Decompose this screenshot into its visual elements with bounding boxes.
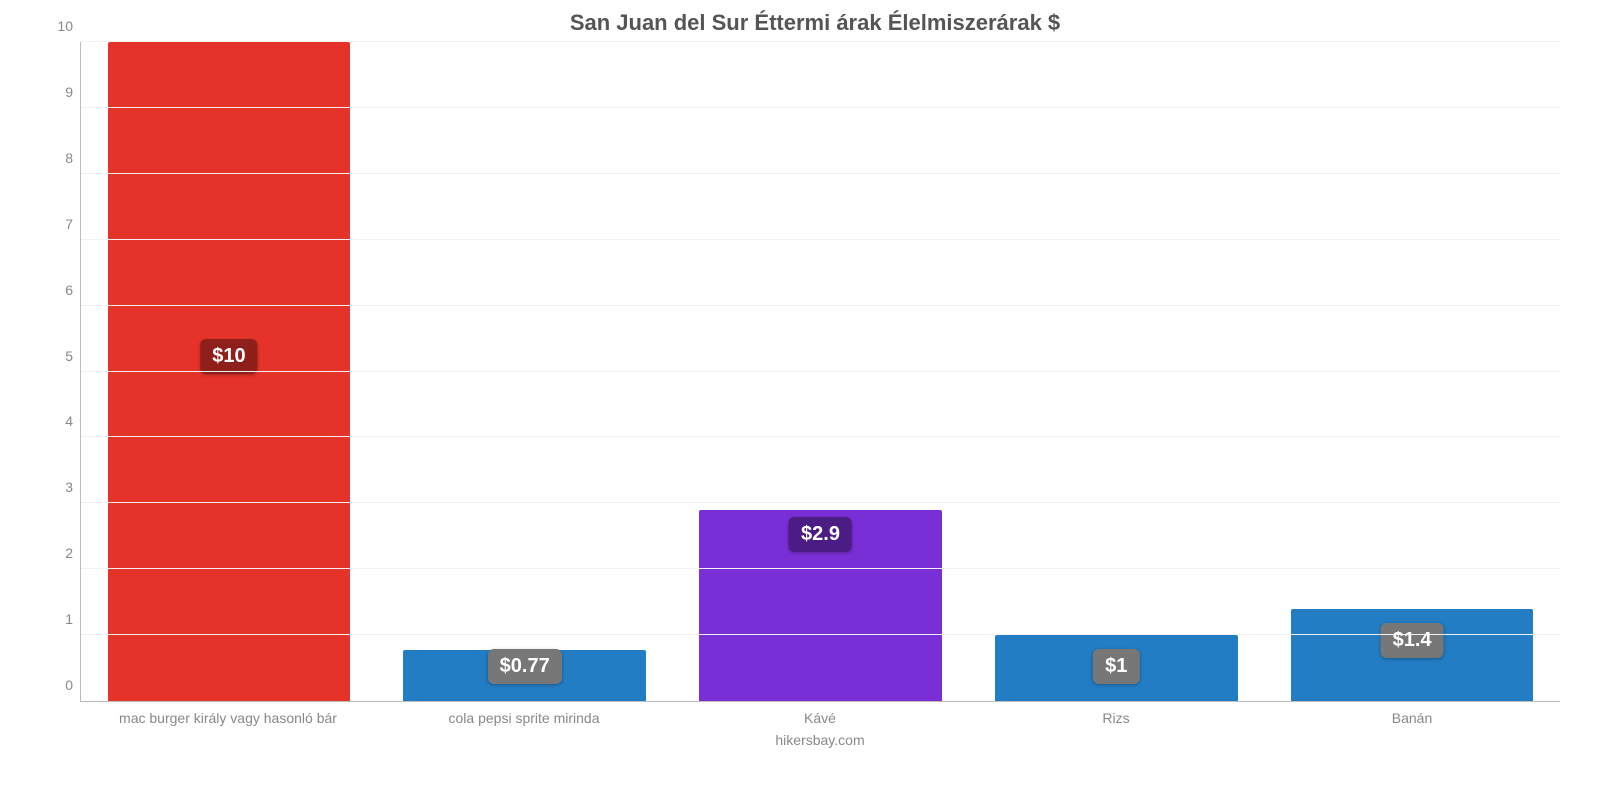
y-tick-label: 8 xyxy=(65,150,81,166)
bar-slot: $1.4 xyxy=(1264,42,1560,701)
chart-title: San Juan del Sur Éttermi árak Élelmiszer… xyxy=(60,10,1570,36)
y-tick-label: 9 xyxy=(65,84,81,100)
x-axis-labels: mac burger király vagy hasonló bárcola p… xyxy=(80,710,1560,726)
value-badge: $2.9 xyxy=(789,517,852,552)
bar-slot: $2.9 xyxy=(673,42,969,701)
gridline xyxy=(81,173,1560,174)
gridline xyxy=(81,634,1560,635)
y-tick-label: 7 xyxy=(65,216,81,232)
x-axis-label: Rizs xyxy=(968,710,1264,726)
plot-area: $10$0.77$2.9$1$1.4 012345678910 xyxy=(80,42,1560,702)
y-tick-label: 6 xyxy=(65,282,81,298)
y-tick-label: 10 xyxy=(57,18,81,34)
gridline xyxy=(81,305,1560,306)
gridline xyxy=(81,41,1560,42)
x-axis-label: cola pepsi sprite mirinda xyxy=(376,710,672,726)
bar-slot: $10 xyxy=(81,42,377,701)
x-axis-label: mac burger király vagy hasonló bár xyxy=(80,710,376,726)
y-tick-label: 1 xyxy=(65,611,81,627)
y-tick-label: 5 xyxy=(65,348,81,364)
y-tick-label: 4 xyxy=(65,413,81,429)
bar-slot: $1 xyxy=(968,42,1264,701)
bar-slot: $0.77 xyxy=(377,42,673,701)
value-badge: $1 xyxy=(1093,649,1139,684)
gridline xyxy=(81,107,1560,108)
y-tick-label: 2 xyxy=(65,545,81,561)
bars-row: $10 $0.77 $2.9 $1 $1.4 xyxy=(81,42,1560,701)
gridline xyxy=(81,502,1560,503)
price-bar-chart: San Juan del Sur Éttermi árak Élelmiszer… xyxy=(0,0,1600,800)
y-tick-label: 3 xyxy=(65,479,81,495)
value-badge: $1.4 xyxy=(1381,623,1444,658)
value-badge: $10 xyxy=(200,339,257,374)
y-tick-label: 0 xyxy=(65,677,81,693)
credit-label: hikersbay.com xyxy=(80,732,1560,748)
value-badge: $0.77 xyxy=(488,649,562,684)
x-axis-label: Kávé xyxy=(672,710,968,726)
gridline xyxy=(81,436,1560,437)
plot-outer: $10$0.77$2.9$1$1.4 012345678910 mac burg… xyxy=(80,42,1560,748)
gridline xyxy=(81,568,1560,569)
gridline xyxy=(81,371,1560,372)
x-axis-label: Banán xyxy=(1264,710,1560,726)
gridline xyxy=(81,239,1560,240)
